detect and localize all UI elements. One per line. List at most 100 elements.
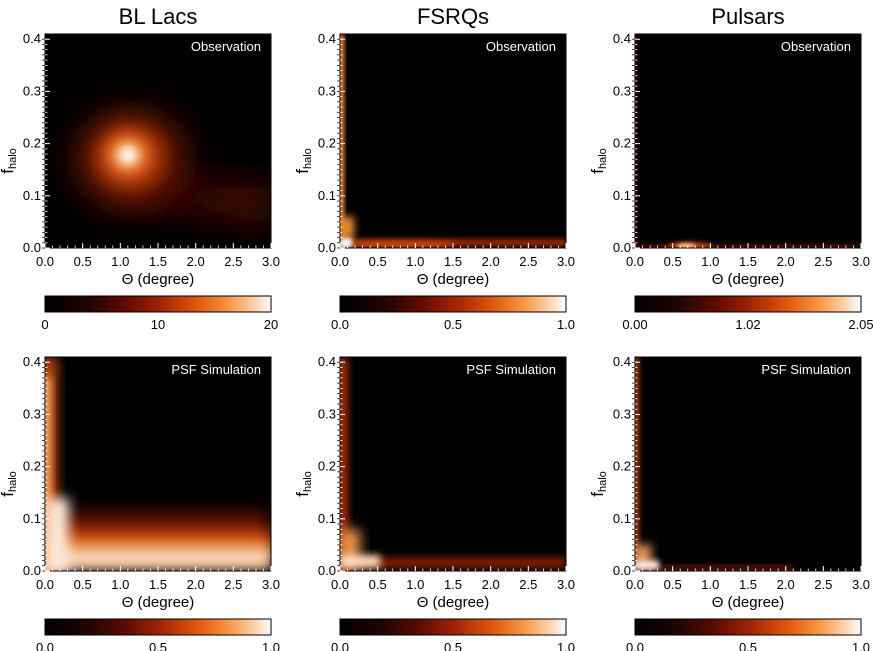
x-axis-label: Θ (degree): [122, 594, 195, 611]
y-tick-label: 0.3: [613, 83, 631, 98]
y-tick-label: 0.4: [613, 354, 631, 369]
colorbar: [339, 618, 567, 636]
colorbar-tick-label: 1.0: [557, 640, 575, 651]
y-tick-label: 0.4: [23, 31, 41, 46]
x-tick-label: 2.5: [224, 577, 242, 592]
y-tick-label: 0.2: [23, 459, 41, 474]
x-axis-label: Θ (degree): [417, 594, 490, 611]
colorbar: [339, 295, 567, 313]
x-tick-label: 2.5: [814, 577, 832, 592]
y-tick-label: 0.0: [613, 563, 631, 578]
x-tick-label: 1.5: [149, 254, 167, 269]
colorbar-tick-label: 1.0: [852, 640, 870, 651]
x-tick-label: 0.0: [36, 254, 54, 269]
colorbar-tick-label: 0.0: [626, 640, 644, 651]
x-tick-label: 2.5: [224, 254, 242, 269]
x-axis-label: Θ (degree): [712, 594, 785, 611]
heatmap-density: [635, 34, 861, 248]
colorbar: [44, 618, 272, 636]
y-tick-label: 0.1: [318, 188, 336, 203]
y-tick-label: 0.2: [23, 136, 41, 151]
y-tick-label: 0.3: [318, 406, 336, 421]
y-tick-label: 0.1: [318, 511, 336, 526]
y-tick-label: 0.4: [23, 354, 41, 369]
y-tick-label: 0.2: [318, 136, 336, 151]
x-tick-label: 1.0: [406, 577, 424, 592]
colorbar-tick-label: 0.5: [444, 640, 462, 651]
x-tick-label: 2.0: [777, 254, 795, 269]
x-tick-label: 3.0: [557, 577, 575, 592]
x-axis-label: Θ (degree): [122, 271, 195, 288]
heatmap-density: [340, 34, 566, 248]
y-tick-label: 0.3: [318, 83, 336, 98]
colorbar-tick-label: 10: [151, 317, 165, 332]
heatmap-density: [340, 357, 566, 571]
colorbar-tick-label: 20: [264, 317, 278, 332]
colorbar-tick-label: 1.0: [557, 317, 575, 332]
x-tick-label: 2.0: [777, 577, 795, 592]
x-tick-label: 3.0: [262, 254, 280, 269]
x-tick-label: 2.0: [187, 254, 205, 269]
x-tick-label: 1.0: [701, 577, 719, 592]
y-tick-label: 0.0: [318, 563, 336, 578]
colorbar: [634, 295, 862, 313]
colorbar: [44, 295, 272, 313]
y-tick-label: 0.1: [613, 511, 631, 526]
y-tick-label: 0.0: [23, 240, 41, 255]
colorbar: [634, 618, 862, 636]
x-tick-label: 1.5: [444, 577, 462, 592]
x-tick-label: 0.0: [626, 254, 644, 269]
column-title-bl-lacs: BL Lacs: [119, 4, 198, 29]
x-axis-label: Θ (degree): [417, 271, 490, 288]
colorbar-tick-label: 2.05: [848, 317, 873, 332]
y-tick-label: 0.1: [613, 188, 631, 203]
y-axis-label: fhalo: [588, 148, 609, 174]
x-tick-label: 3.0: [557, 254, 575, 269]
x-axis-label: Θ (degree): [712, 271, 785, 288]
x-tick-label: 1.0: [406, 254, 424, 269]
panel-annotation: PSF Simulation: [466, 362, 556, 377]
x-tick-label: 1.0: [111, 254, 129, 269]
heatmap-panel-fsrqs-observation: Observation 0.0 0.5 1.0 1.5 2.0 2.5 3.0 0.0 0.1 0.…: [293, 31, 575, 332]
x-tick-label: 2.0: [482, 254, 500, 269]
x-tick-label: 2.0: [187, 577, 205, 592]
heatmap-density: [45, 34, 271, 248]
panel-annotation: PSF Simulation: [171, 362, 261, 377]
x-tick-label: 1.5: [739, 254, 757, 269]
y-axis-label: fhalo: [588, 471, 609, 497]
x-tick-label: 2.5: [519, 254, 537, 269]
y-tick-label: 0.4: [613, 31, 631, 46]
panel-annotation: Observation: [781, 39, 851, 54]
y-axis-label: fhalo: [0, 148, 19, 174]
colorbar-tick-label: 0.0: [331, 317, 349, 332]
y-tick-label: 0.4: [318, 354, 336, 369]
colorbar-tick-label: 1.0: [262, 640, 280, 651]
y-tick-label: 0.3: [23, 83, 41, 98]
colorbar-tick-label: 0.00: [622, 317, 647, 332]
column-title-fsrqs: FSRQs: [417, 4, 489, 29]
x-tick-label: 0.5: [664, 254, 682, 269]
y-axis-label: fhalo: [293, 471, 314, 497]
colorbar-tick-label: 0.5: [444, 317, 462, 332]
column-title-pulsars: Pulsars: [711, 4, 784, 29]
colorbar-tick-label: 0: [41, 317, 48, 332]
y-tick-label: 0.2: [613, 459, 631, 474]
x-tick-label: 2.0: [482, 577, 500, 592]
heatmap-panel-bl-lacs-observation: Observation 0.0 0.5 1.0 1.5 2.0 2.5 3.0 0.0 0.1 0.…: [0, 31, 280, 332]
y-tick-label: 0.2: [613, 136, 631, 151]
panel-annotation: Observation: [191, 39, 261, 54]
x-tick-label: 0.5: [369, 577, 387, 592]
x-tick-label: 3.0: [852, 577, 870, 592]
x-tick-label: 0.0: [331, 577, 349, 592]
colorbar-tick-label: 0.5: [739, 640, 757, 651]
x-tick-label: 1.0: [111, 577, 129, 592]
y-tick-label: 0.1: [23, 188, 41, 203]
x-tick-label: 0.0: [331, 254, 349, 269]
heatmap-density: [45, 357, 271, 571]
x-tick-label: 1.5: [739, 577, 757, 592]
y-axis-label: fhalo: [0, 471, 19, 497]
